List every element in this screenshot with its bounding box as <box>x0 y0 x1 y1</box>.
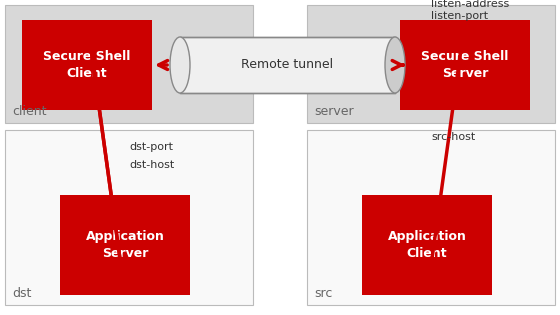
Bar <box>22 20 152 110</box>
Text: dst: dst <box>12 287 31 300</box>
Bar <box>60 195 190 295</box>
Text: src: src <box>314 287 333 300</box>
Text: Secure Shell
Client: Secure Shell Client <box>43 50 130 80</box>
Bar <box>307 5 555 123</box>
Text: Application
Server: Application Server <box>86 230 165 260</box>
Bar <box>180 37 395 93</box>
Bar <box>5 5 253 123</box>
Text: listen-address: listen-address <box>431 0 509 9</box>
Text: client: client <box>12 105 46 118</box>
Ellipse shape <box>170 37 190 93</box>
Text: dst-host: dst-host <box>129 161 174 170</box>
Text: listen-port: listen-port <box>431 11 488 21</box>
Text: server: server <box>314 105 353 118</box>
Bar <box>5 130 253 305</box>
Text: dst-port: dst-port <box>129 142 173 152</box>
Bar <box>362 195 492 295</box>
Text: Remote tunnel: Remote tunnel <box>241 59 334 72</box>
Ellipse shape <box>385 37 405 93</box>
Bar <box>307 130 555 305</box>
Bar <box>400 20 530 110</box>
Text: Application
Client: Application Client <box>388 230 466 260</box>
Text: Secure Shell
Server: Secure Shell Server <box>421 50 508 80</box>
Text: src-host: src-host <box>431 133 475 142</box>
